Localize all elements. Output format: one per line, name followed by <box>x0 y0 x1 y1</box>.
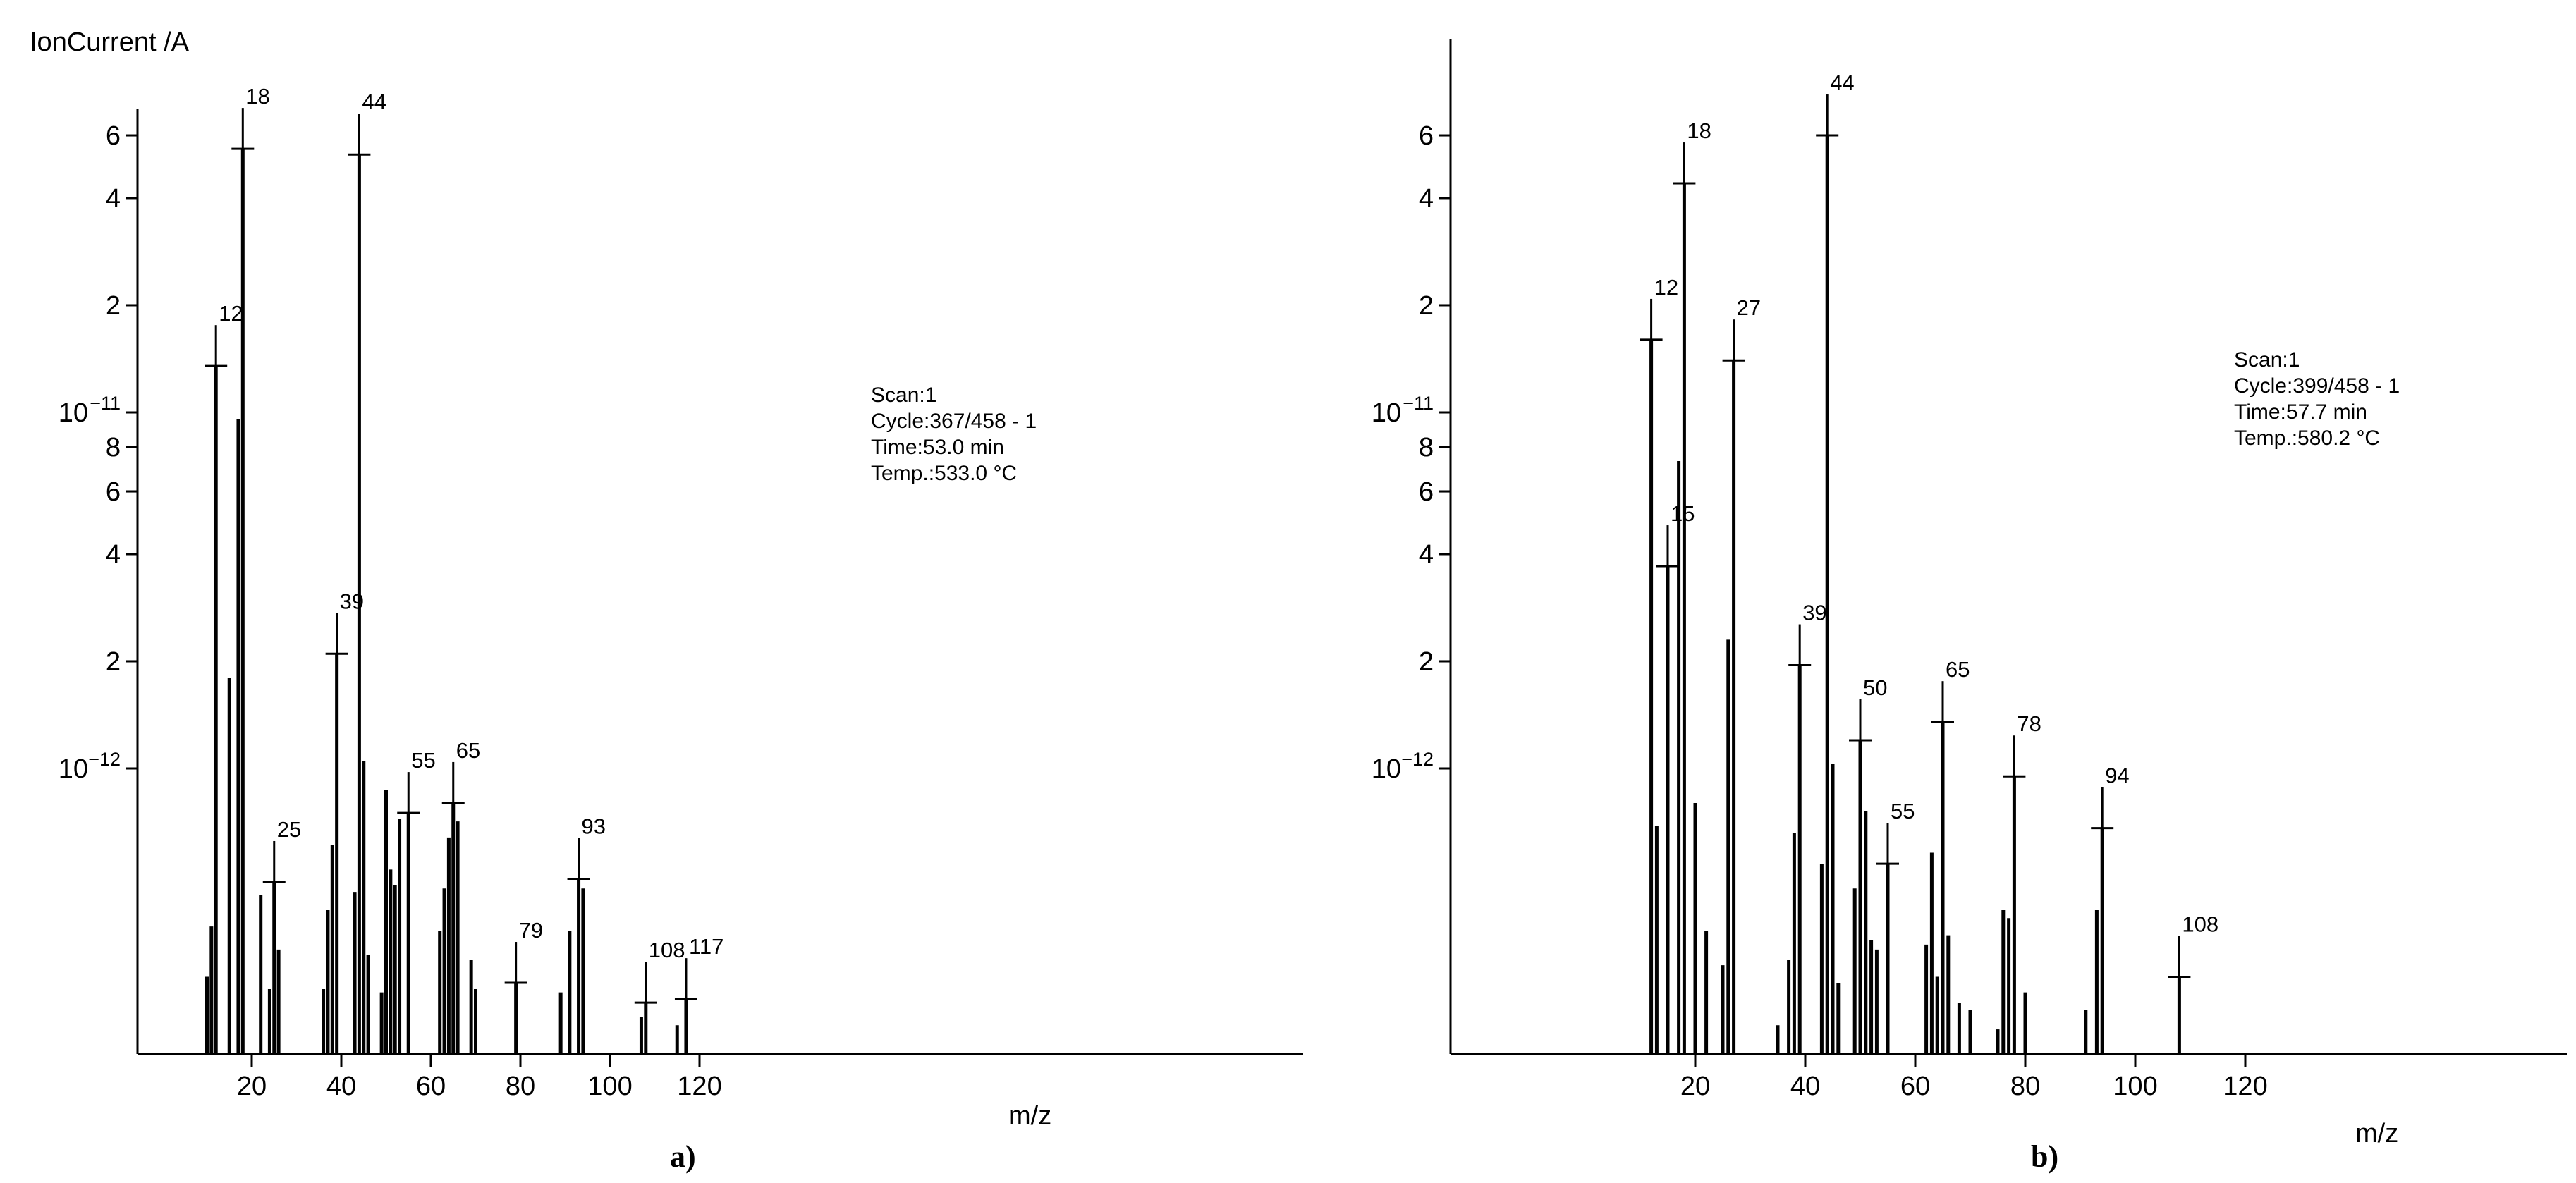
panel-b-y-tick-exponent: −12 <box>1401 749 1434 770</box>
panel-b-label: b) <box>2031 1139 2058 1174</box>
panel-a-y-tick-label: 4 <box>106 540 121 570</box>
panel-b-peak-label-27: 27 <box>1737 295 1761 320</box>
panel-b-x-tick-label: 120 <box>2223 1072 2267 1101</box>
panel-a-peak-label-79: 79 <box>519 918 543 943</box>
panel-b-peak-label-18: 18 <box>1687 118 1711 143</box>
panel-a-info-line-4: Temp.:533.0 °C <box>871 462 1017 485</box>
panel-b-x-tick-label: 20 <box>1680 1072 1710 1101</box>
panel-a-peak-label-55: 55 <box>411 748 435 773</box>
panel-a-x-axis-title: m/z <box>1008 1101 1051 1131</box>
panel-b-y-tick-label: 8 <box>1419 433 1434 462</box>
panel-a-peak-label-108: 108 <box>649 938 685 962</box>
panel-a-y-tick-label: 10 <box>59 754 88 784</box>
panel-a-peak-label-44: 44 <box>362 90 386 114</box>
panel-a-y-tick-label: 10 <box>59 398 88 428</box>
panel-a-peak-label-93: 93 <box>582 814 606 838</box>
panel-a-y-tick-label: 2 <box>106 647 121 677</box>
panel-a-peak-label-12: 12 <box>219 301 243 326</box>
panel-b-y-tick-label: 6 <box>1419 477 1434 507</box>
panel-b-x-tick-label: 40 <box>1790 1072 1820 1101</box>
panel-b-x-tick-label: 60 <box>1900 1072 1930 1101</box>
panel-b-info-line-1: Scan:1 <box>2234 348 2300 372</box>
panel-b-info-line-4: Temp.:580.2 °C <box>2234 427 2380 450</box>
panel-a-y-tick-exponent: −11 <box>90 393 121 414</box>
panel-b-info-line-2: Cycle:399/458 - 1 <box>2234 374 2400 398</box>
panel-b-y-tick-label: 6 <box>1419 477 1434 507</box>
panel-a-peak-label-25: 25 <box>277 817 301 842</box>
panel-a-y-tick-label: 8 <box>106 433 121 462</box>
panel-b-y-tick-label: 8 <box>1419 433 1434 462</box>
panel-a-y-tick-label: 4 <box>106 540 121 570</box>
panel-a-y-tick-label: 6 <box>106 477 121 507</box>
panel-a-y-axis-title: IonCurrent /A <box>30 27 190 57</box>
panel-b-peak-label-12: 12 <box>1654 275 1678 300</box>
panel-a-peak-label-65: 65 <box>456 738 480 763</box>
panel-b-info-line-3: Time:57.7 min <box>2234 400 2367 424</box>
panel-a-peak-label-18: 18 <box>245 84 269 109</box>
panel-b-x-tick-label: 80 <box>2010 1072 2040 1101</box>
panel-b-peak-label-78: 78 <box>2017 711 2041 736</box>
panel-b-peak-label-94: 94 <box>2105 764 2129 788</box>
panel-b-y-tick-label: 4 <box>1419 540 1434 570</box>
panel-a-x-tick-label: 80 <box>506 1072 535 1101</box>
panel-b-y-tick-label: 2 <box>1419 647 1434 677</box>
panel-a-x-tick-label: 100 <box>587 1072 632 1101</box>
panel-a-peak-label-117: 117 <box>689 934 724 959</box>
panel-a-y-tick-label: 6 <box>106 477 121 507</box>
panel-a-y-tick-label: 4 <box>106 184 121 214</box>
panel-a-info-line-3: Time:53.0 min <box>871 436 1004 459</box>
panel-b-y-tick-label: 4 <box>1419 540 1434 570</box>
panel-b-y-tick-label: 10 <box>1372 754 1401 784</box>
panel-a-x-tick-label: 40 <box>326 1072 356 1101</box>
panel-b-y-tick-label: 2 <box>1419 291 1434 321</box>
panel-b-x-axis-title: m/z <box>2355 1119 2398 1148</box>
panel-b-x-tick-label: 100 <box>2113 1072 2157 1101</box>
panel-b-y-tick-exponent: −11 <box>1403 393 1434 414</box>
panel-b-peak-label-55: 55 <box>1891 799 1915 823</box>
panel-b-peak-label-108: 108 <box>2182 912 2218 936</box>
panel-a-y-tick-label: 2 <box>106 647 121 677</box>
panel-a-label: a) <box>670 1139 696 1174</box>
panel-b-peak-label-39: 39 <box>1802 601 1826 625</box>
panel-a-x-tick-label: 60 <box>416 1072 446 1101</box>
panel-b-peak-label-44: 44 <box>1830 71 1854 95</box>
panel-b-y-tick-label: 2 <box>1419 647 1434 677</box>
panel-a-x-tick-label: 120 <box>677 1072 721 1101</box>
panel-a-info-line-1: Scan:1 <box>871 384 936 407</box>
panel-a-y-tick-label: 6 <box>106 121 121 151</box>
panel-a-y-tick-label: 2 <box>106 291 121 321</box>
panel-b-y-tick-label: 6 <box>1419 121 1434 151</box>
panel-b-peak-label-50: 50 <box>1863 675 1887 700</box>
panel-b-peak-label-65: 65 <box>1946 657 1970 682</box>
panel-a-info-line-2: Cycle:367/458 - 1 <box>871 410 1037 433</box>
panel-b-y-tick-label: 10 <box>1372 398 1401 428</box>
panel-a-y-tick-label: 8 <box>106 433 121 462</box>
panel-a-x-tick-label: 20 <box>237 1072 267 1101</box>
panel-a-y-tick-exponent: −12 <box>88 749 121 770</box>
panel-b-y-tick-label: 4 <box>1419 184 1434 214</box>
